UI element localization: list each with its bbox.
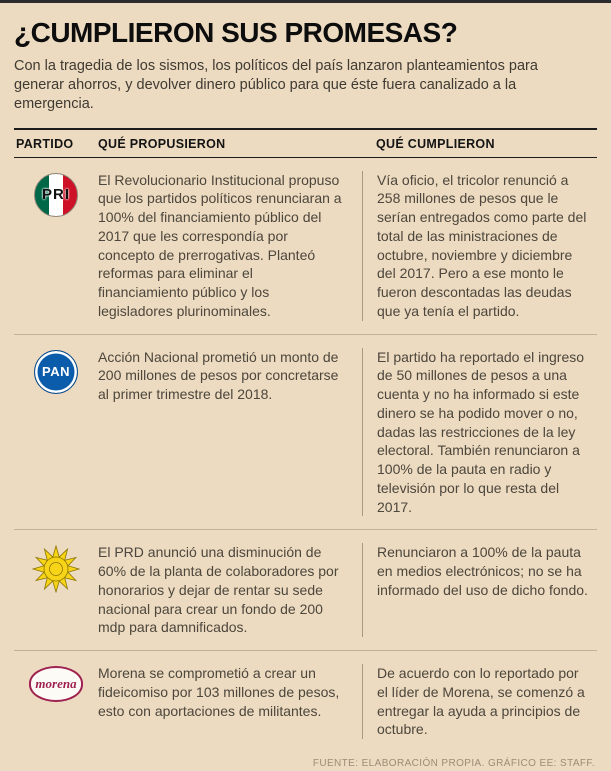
header-que-propusieron: QUÉ PROPUSIERON xyxy=(98,136,226,151)
page-title: ¿CUMPLIERON SUS PROMESAS? xyxy=(14,17,458,48)
table-row-pan: PAN Acción Nacional prometió un monto de… xyxy=(14,335,597,531)
source-credit: FUENTE: ELABORACIÓN PROPIA. GRÁFICO EE: … xyxy=(312,758,595,770)
table-row-pri: PRI El Revolucionario Institucional prop… xyxy=(14,158,597,335)
table-row-morena: morena Morena se comprometió a crear un … xyxy=(14,651,597,752)
prd-fulfilled-text: Renunciaron a 100% de la pauta en medios… xyxy=(362,543,597,638)
pri-proposed-text: El Revolucionario Institucional propuso … xyxy=(98,171,342,319)
morena-fulfilled-text: De acuerdo con lo reportado por el líder… xyxy=(362,664,597,740)
prd-sun-logo-icon xyxy=(32,545,80,594)
promises-table: PARTIDO QUÉ PROPUSIERON QUÉ CUMPLIERON P… xyxy=(14,127,597,753)
prd-proposed-text: El PRD anunció una disminución de 60% de… xyxy=(98,544,339,636)
pan-fulfilled-text: El partido ha reportado el ingreso de 50… xyxy=(362,347,597,517)
table-header-row: PARTIDO QUÉ PROPUSIERON QUÉ CUMPLIERON xyxy=(14,127,597,158)
pan-logo-icon: PAN xyxy=(34,349,78,394)
pri-logo-icon: PRI xyxy=(34,172,78,217)
header-que-cumplieron: QUÉ CUMPLIERON xyxy=(376,136,495,151)
page-subtitle: Con la tragedia de los sismos, los polít… xyxy=(14,58,538,112)
table-row-prd: El PRD anunció una disminución de 60% de… xyxy=(14,530,597,652)
header-partido: PARTIDO xyxy=(16,136,74,151)
infographic: ¿CUMPLIERON SUS PROMESAS? Con la tragedi… xyxy=(0,3,611,770)
pri-fulfilled-text: Vía oficio, el tricolor renunció a 258 m… xyxy=(362,170,597,321)
morena-logo-icon: morena xyxy=(29,666,83,703)
pan-proposed-text: Acción Nacional prometió un monto de 200… xyxy=(98,348,339,403)
morena-proposed-text: Morena se comprometió a crear un fideico… xyxy=(98,665,340,719)
